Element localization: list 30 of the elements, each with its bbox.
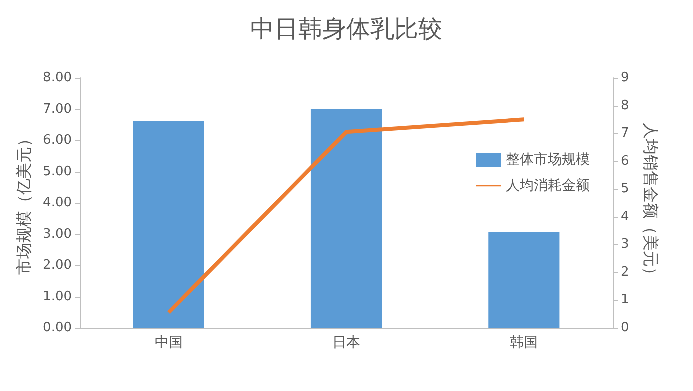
y2-tick-label: 6: [621, 154, 630, 169]
y2-tick-label: 2: [621, 264, 630, 280]
legend-label: 人均消耗金额: [506, 178, 590, 194]
x-tick-label: 日本: [332, 335, 360, 351]
y-tick-label: 7.00: [43, 102, 72, 117]
y2-tick-label: 3: [621, 237, 630, 252]
y2-tick-label: 5: [621, 182, 630, 197]
y-tick-label: 1.00: [43, 289, 72, 304]
bar: [310, 109, 382, 328]
y-tick-label: 0.00: [43, 320, 72, 336]
y-tick-label: 5.00: [43, 164, 72, 180]
x-tick-label: 韩国: [510, 335, 538, 351]
chart-title: 中日韩身体乳比较: [250, 15, 442, 43]
y2-tick-label: 8: [621, 98, 630, 114]
y2-axis-title: 人均销售金额（美元）: [642, 123, 660, 283]
bar: [488, 232, 560, 328]
legend-label: 整体市场规模: [506, 152, 590, 168]
x-tick-label: 中国: [154, 335, 183, 351]
y-tick-label: 2.00: [43, 258, 72, 273]
y2-tick-label: 7: [621, 126, 630, 142]
y-axis-title: 市场规模（亿美元）: [14, 131, 34, 275]
y2-tick-label: 4: [621, 209, 630, 224]
y2-tick-label: 0: [621, 320, 630, 336]
y2-tick-label: 1: [621, 292, 630, 308]
bar: [133, 121, 204, 328]
y-tick-label: 6.00: [43, 133, 72, 148]
y-tick-label: 4.00: [43, 196, 72, 210]
y2-tick-label: 9: [621, 70, 630, 86]
y-tick-label: 3.00: [43, 226, 72, 242]
y-tick-label: 8.00: [43, 70, 72, 86]
